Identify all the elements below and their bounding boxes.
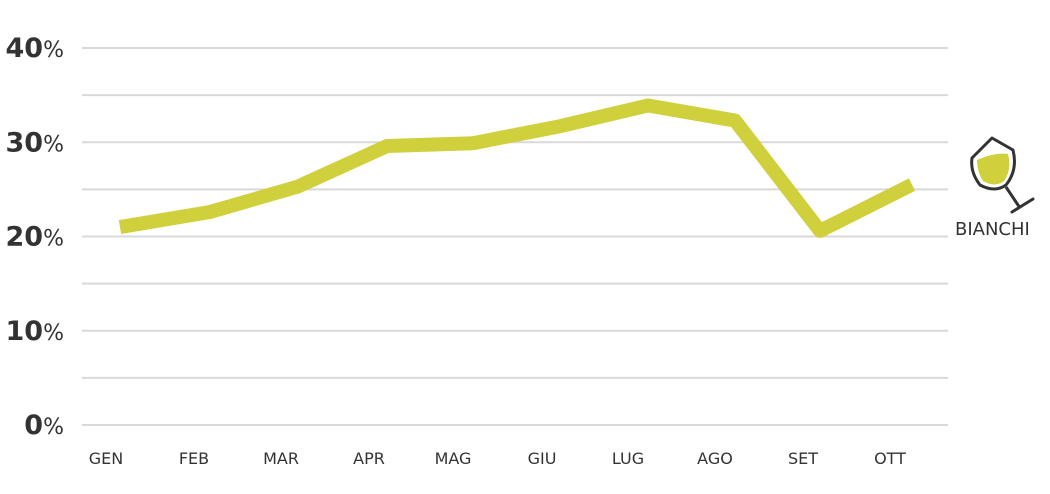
x-tick-label: OTT xyxy=(874,449,906,468)
series-layer xyxy=(118,98,916,238)
y-tick-label: 20% xyxy=(6,222,64,253)
gridlines xyxy=(82,47,948,426)
wine-glass-icon xyxy=(970,136,1035,214)
x-tick-label: GEN xyxy=(89,449,123,468)
x-tick-label: MAR xyxy=(263,449,299,468)
y-tick-label: 10% xyxy=(6,316,64,347)
series-line xyxy=(118,98,916,238)
x-tick-label: SET xyxy=(788,449,818,468)
legend: BIANCHI xyxy=(955,136,1035,240)
x-tick-label: GIU xyxy=(528,449,557,468)
x-tick-label: APR xyxy=(353,449,385,468)
legend-label: BIANCHI xyxy=(955,219,1030,240)
y-tick-label: 0% xyxy=(24,410,64,441)
x-tick-label: MAG xyxy=(435,449,472,468)
y-tick-label: 30% xyxy=(6,127,64,158)
y-tick-label: 40% xyxy=(6,33,64,64)
x-axis-ticks: GEN FEB MAR APR MAG GIU LUG AGO SET OTT xyxy=(89,449,906,468)
x-tick-label: FEB xyxy=(179,449,209,468)
x-tick-label: AGO xyxy=(697,449,733,468)
x-tick-label: LUG xyxy=(612,449,644,468)
y-axis-ticks: 0% 10% 20% 30% 40% xyxy=(6,33,64,441)
